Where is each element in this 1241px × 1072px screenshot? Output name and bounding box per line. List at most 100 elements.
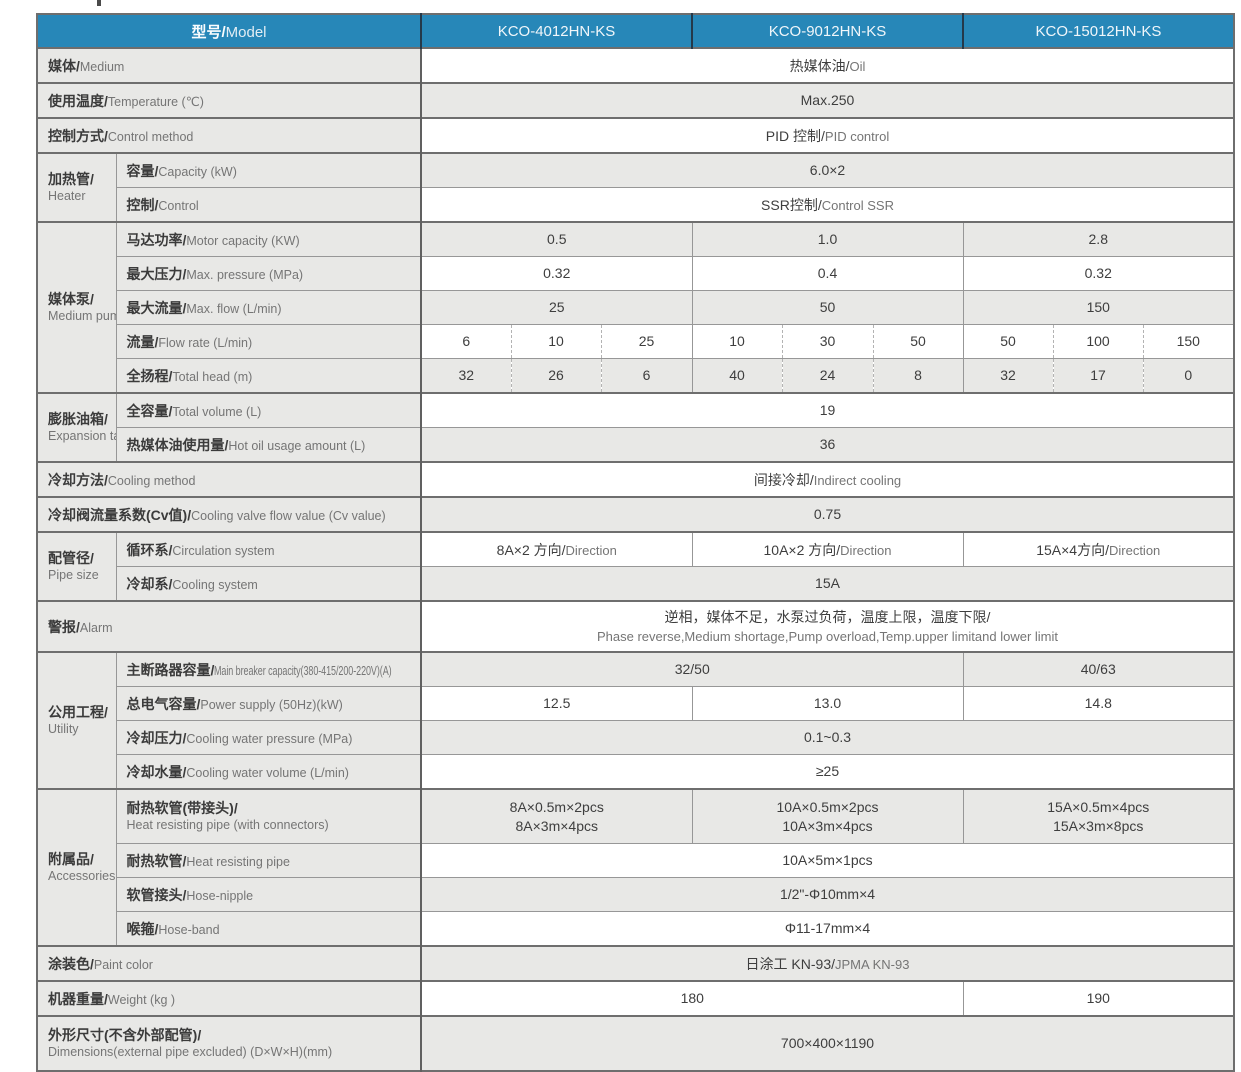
row-label-heat-pipe: 耐热软管/Heat resisting pipe <box>115 843 422 878</box>
table-row: 媒体/Medium 热媒体油/Oil <box>36 47 1235 84</box>
value-max-flow-m1: 25 <box>420 290 693 325</box>
value-max-pressure-m3: 0.32 <box>962 256 1235 291</box>
model-header-label: 型号/Model <box>36 13 422 49</box>
value-cooling-pressure: 0.1~0.3 <box>420 720 1235 755</box>
value-pipe-connectors-m1: 8A×0.5m×2pcs 8A×3m×4pcs <box>420 788 693 844</box>
row-label-max-flow: 最大流量/Max. flow (L/min) <box>115 290 422 325</box>
value-dimensions: 700×400×1190 <box>420 1015 1235 1072</box>
value-circulation-m3: 15A×4方向/Direction <box>962 531 1235 567</box>
value-motor-m2: 1.0 <box>691 221 964 257</box>
row-label-paint: 涂装色/Paint color <box>36 945 422 982</box>
table-row: 控制方式/Control method PID 控制/PID control <box>36 117 1235 154</box>
value-max-flow-m2: 50 <box>691 290 964 325</box>
table-row: 最大流量/Max. flow (L/min) 25 50 150 <box>37 290 1235 325</box>
value-cooling-method: 间接冷却/Indirect cooling <box>420 461 1235 498</box>
table-row: 最大压力/Max. pressure (MPa) 0.32 0.4 0.32 <box>37 256 1235 291</box>
value-total-head: 17 <box>1052 358 1144 394</box>
value-total-head: 32 <box>420 358 512 394</box>
value-breaker-m3: 40/63 <box>962 651 1235 687</box>
value-weight-m1-m2: 180 <box>420 980 964 1017</box>
table-row: 软管接头/Hose-nipple 1/2"-Φ10mm×4 <box>37 877 1235 912</box>
value-max-pressure-m1: 0.32 <box>420 256 693 291</box>
row-label-flow-rate: 流量/Flow rate (L/min) <box>115 324 422 359</box>
table-row: 警报/Alarm 逆相，媒体不足，水泵过负荷，温度上限，温度下限/ Phase … <box>36 600 1235 653</box>
row-label-temperature: 使用温度/Temperature (℃) <box>36 82 422 119</box>
value-flow-rate: 150 <box>1142 324 1235 359</box>
row-label-motor: 马达功率/Motor capacity (KW) <box>115 221 422 257</box>
value-breaker-m1-m2: 32/50 <box>420 651 964 687</box>
group-label-expansion: 膨胀油箱/Expansion tank <box>36 392 117 463</box>
value-weight-m3: 190 <box>962 980 1235 1017</box>
value-hose-band: Φ11-17mm×4 <box>420 911 1235 947</box>
table-row: 附属品/Accessories 耐热软管(带接头)/Heat resisting… <box>36 788 1235 947</box>
value-heat-pipe: 10A×5m×1pcs <box>420 843 1235 878</box>
value-flow-rate: 6 <box>420 324 512 359</box>
table-row: 外形尺寸(不含外部配管)/Dimensions(external pipe ex… <box>36 1015 1235 1072</box>
table-row: 喉箍/Hose-band Φ11-17mm×4 <box>37 911 1235 947</box>
value-alarm: 逆相，媒体不足，水泵过负荷，温度上限，温度下限/ Phase reverse,M… <box>420 600 1235 653</box>
table-row: 流量/Flow rate (L/min) 6 10 25 10 30 50 50… <box>37 324 1235 359</box>
row-label-cooling-method: 冷却方法/Cooling method <box>36 461 422 498</box>
value-hot-oil: 36 <box>420 427 1235 463</box>
table-row: 冷却方法/Cooling method 间接冷却/Indirect coolin… <box>36 461 1235 498</box>
value-flow-rate: 10 <box>510 324 602 359</box>
row-label-capacity: 容量/Capacity (kW) <box>115 152 422 188</box>
table-row: 总电气容量/Power supply (50Hz)(kW) 12.5 13.0 … <box>37 686 1235 721</box>
value-heater-control: SSR控制/Control SSR <box>420 187 1235 223</box>
value-total-head: 0 <box>1142 358 1235 394</box>
table-row: 耐热软管/Heat resisting pipe 10A×5m×1pcs <box>37 843 1235 878</box>
value-total-head: 32 <box>962 358 1054 394</box>
row-label-cooling-system: 冷却系/Cooling system <box>115 566 422 602</box>
value-cooling-volume: ≥25 <box>420 754 1235 790</box>
model-column-header: KCO-15012HN-KS <box>962 13 1235 49</box>
table-row: 全扬程/Total head (m) 32 26 6 40 24 8 32 17… <box>37 358 1235 394</box>
group-label-heater: 加热管/Heater <box>36 152 117 223</box>
row-label-total-head: 全扬程/Total head (m) <box>115 358 422 394</box>
table-row: 控制/Control SSR控制/Control SSR <box>37 187 1235 223</box>
value-flow-rate: 30 <box>781 324 874 359</box>
group-label-pump: 媒体泵/Medium pump <box>36 221 117 394</box>
table-row: 热媒体油使用量/Hot oil usage amount (L) 36 <box>37 427 1235 463</box>
group-label-accessories: 附属品/Accessories <box>36 788 117 947</box>
value-flow-rate: 10 <box>691 324 783 359</box>
row-label-pipe-connectors: 耐热软管(带接头)/Heat resisting pipe (with conn… <box>115 788 422 844</box>
row-label-medium: 媒体/Medium <box>36 47 422 84</box>
row-label-power-supply: 总电气容量/Power supply (50Hz)(kW) <box>115 686 422 721</box>
table-row: 媒体泵/Medium pump 马达功率/Motor capacity (KW)… <box>36 221 1235 394</box>
value-cooling-system: 15A <box>420 566 1235 602</box>
value-pipe-connectors-m3: 15A×0.5m×4pcs 15A×3m×8pcs <box>962 788 1235 844</box>
row-label-cv-value: 冷却阀流量系数(Cv值)/Cooling valve flow value (C… <box>36 496 422 533</box>
row-label-heater-control: 控制/Control <box>115 187 422 223</box>
table-row: 冷却压力/Cooling water pressure (MPa) 0.1~0.… <box>37 720 1235 755</box>
group-label-pipe-size: 配管径/Pipe size <box>36 531 117 602</box>
row-label-hot-oil: 热媒体油使用量/Hot oil usage amount (L) <box>115 427 422 463</box>
table-header-row: 型号/Model KCO-4012HN-KS KCO-9012HN-KS KCO… <box>36 13 1235 49</box>
table-row: 加热管/Heater 容量/Capacity (kW) 6.0×2 <box>36 152 1235 223</box>
table-row: 膨胀油箱/Expansion tank 全容量/Total volume (L)… <box>36 392 1235 463</box>
value-circulation-m1: 8A×2 方向/Direction <box>420 531 693 567</box>
value-hose-nipple: 1/2"-Φ10mm×4 <box>420 877 1235 912</box>
value-total-head: 40 <box>691 358 783 394</box>
value-flow-rate: 50 <box>962 324 1054 359</box>
row-label-dimensions: 外形尺寸(不含外部配管)/Dimensions(external pipe ex… <box>36 1015 422 1072</box>
model-column-header: KCO-9012HN-KS <box>691 13 964 49</box>
value-flow-rate: 50 <box>872 324 964 359</box>
row-label-hose-nipple: 软管接头/Hose-nipple <box>115 877 422 912</box>
table-row: 冷却阀流量系数(Cv值)/Cooling valve flow value (C… <box>36 496 1235 533</box>
row-label-alarm: 警报/Alarm <box>36 600 422 653</box>
value-cv-value: 0.75 <box>420 496 1235 533</box>
spec-sheet: 型号/Model KCO-4012HN-KS KCO-9012HN-KS KCO… <box>36 13 1235 1072</box>
row-label-weight: 机器重量/Weight (kg ) <box>36 980 422 1017</box>
value-temperature: Max.250 <box>420 82 1235 119</box>
table-row: 冷却水量/Cooling water volume (L/min) ≥25 <box>37 754 1235 790</box>
value-pipe-connectors-m2: 10A×0.5m×2pcs 10A×3m×4pcs <box>691 788 964 844</box>
value-motor-m1: 0.5 <box>420 221 693 257</box>
value-total-head: 8 <box>872 358 964 394</box>
value-medium: 热媒体油/Oil <box>420 47 1235 84</box>
value-power-supply-m1: 12.5 <box>420 686 693 721</box>
spec-table: 型号/Model KCO-4012HN-KS KCO-9012HN-KS KCO… <box>36 13 1235 1072</box>
value-total-head: 24 <box>781 358 874 394</box>
value-total-volume: 19 <box>420 392 1235 428</box>
value-capacity: 6.0×2 <box>420 152 1235 188</box>
value-total-head: 26 <box>510 358 602 394</box>
